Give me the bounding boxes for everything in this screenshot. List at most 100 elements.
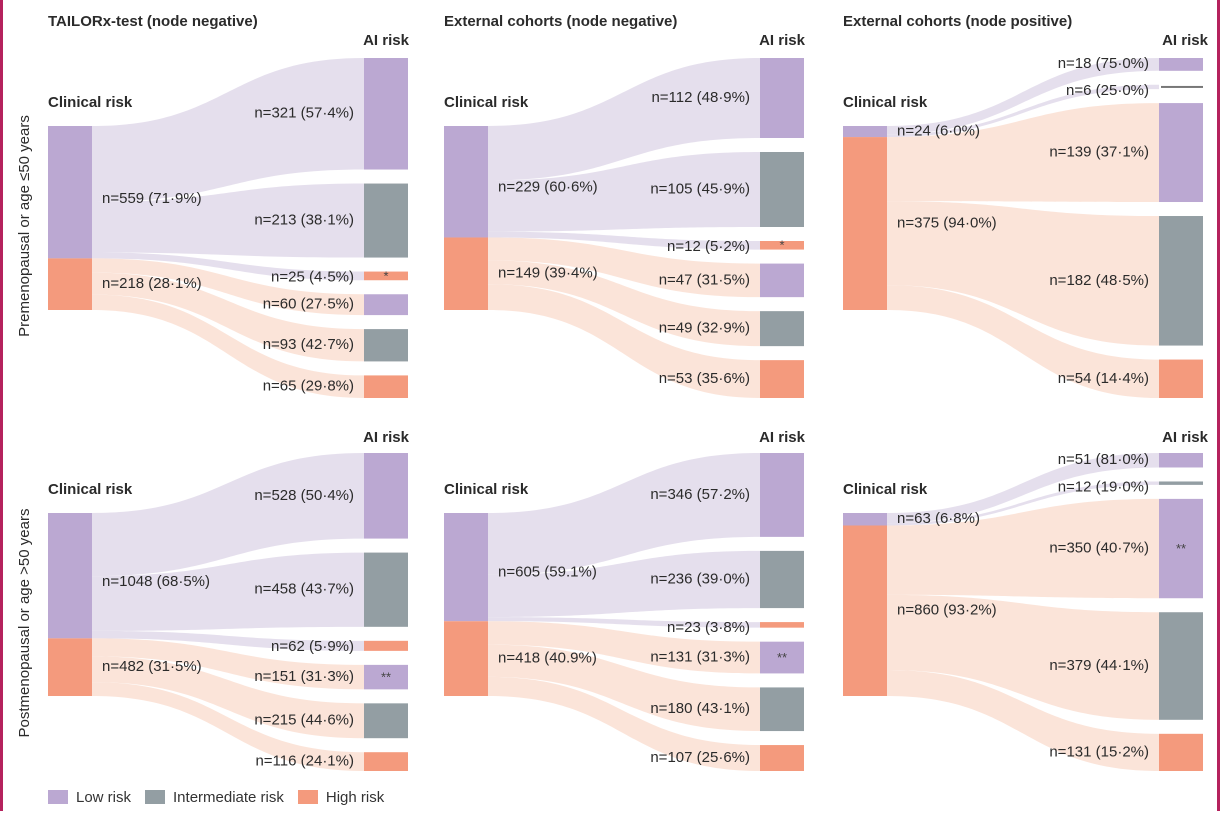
panel-6-flow-label-low-to-intermediate: n=12 (19·0%): [1058, 478, 1149, 495]
panel-1-clinical-label-high: n=218 (28·1%): [102, 275, 202, 292]
panel-5-flow-label-high-to-intermediate: n=180 (43·1%): [650, 700, 750, 717]
panel-4-flow-label-low-to-high: n=62 (5·9%): [271, 638, 354, 655]
panel-5-flow-low-to-low: [488, 453, 760, 575]
panel-5-flow-label-low-to-low: n=346 (57·2%): [650, 486, 750, 503]
panel-2-flow-label-low-to-low: n=112 (48·9%): [651, 89, 750, 106]
panel-5-clinical-bar-low: [444, 513, 488, 622]
panel-6-ai-bar-high-to-low: [1159, 498, 1203, 599]
panel-6-clinical-bar-low: [843, 513, 887, 526]
panel-6-flow-high-to-low: [887, 498, 1159, 599]
panel-1-flow-low-to-high: [92, 252, 364, 281]
panel-4-flow-label-low-to-intermediate: n=458 (43·7%): [254, 581, 354, 598]
panel-5-marker-high-to-low: **: [777, 650, 787, 665]
panel-6-clinical-label-low: n=63 (6·8%): [897, 510, 980, 527]
panel-6-flow-low-to-low: [887, 453, 1159, 524]
panel-5-flow-high-to-intermediate: [488, 644, 760, 732]
panel-3-flow-low-to-intermediate: [887, 84, 1159, 138]
panel-5-flow-label-low-to-intermediate: n=236 (39·0%): [650, 570, 750, 587]
legend-swatch-high: [297, 790, 318, 804]
panel-2-flow-label-high-to-intermediate: n=49 (32·9%): [659, 320, 750, 337]
panel-2-clinical-label-low: n=229 (60·6%): [498, 178, 598, 195]
panel-1-flow-label-high-to-low: n=60 (27·5%): [263, 296, 354, 313]
legend: Low risk Intermediate risk High risk: [48, 786, 398, 808]
panel-6-flow-label-high-to-low: n=350 (40·7%): [1049, 540, 1149, 557]
panel-2-ai-bar-high-to-low: [760, 263, 804, 298]
panel-6-ai-bar-high-to-intermediate: [1159, 612, 1203, 720]
panel-4-ai-bar-low-to-intermediate: [364, 552, 408, 627]
panel-2-flow-label-low-to-high: n=12 (5·2%): [667, 238, 750, 255]
panel-3-flow-high-to-low: [887, 103, 1159, 203]
panel-1-flow-label-low-to-intermediate: n=213 (38·1%): [254, 212, 354, 229]
legend-item-intermediate: Intermediate risk: [145, 789, 284, 806]
panel-1-flow-label-high-to-intermediate: n=93 (42·7%): [263, 336, 354, 353]
panel-6-flow-high-to-intermediate: [887, 594, 1159, 720]
panel-5-flow-low-to-intermediate: [488, 550, 760, 618]
panel-5-flow-label-high-to-high: n=107 (25·6%): [650, 749, 750, 766]
panel-1-flow-high-to-high: [92, 294, 364, 398]
panel-2-ai-bar-low-to-high: [760, 241, 804, 250]
panel-4-clinical-bar-high: [48, 638, 92, 696]
panel-3-title: External cohorts (node positive): [843, 13, 1072, 30]
left-border: [0, 0, 3, 811]
panel-3-clinical-label-high: n=375 (94·0%): [897, 215, 997, 232]
panel-4-flow-low-to-low: [92, 453, 364, 577]
panel-4-clinical-label-high: n=482 (31·5%): [102, 658, 202, 675]
panel-2-clinical-bar-high: [444, 237, 488, 310]
panel-4-flow-label-high-to-high: n=116 (24·1%): [255, 753, 354, 770]
panel-1-flow-high-to-low: [92, 258, 364, 316]
panel-4-flow-low-to-high: [92, 630, 364, 651]
panel-3-ai-risk-label: AI risk: [1162, 32, 1209, 49]
panel-3-flow-label-high-to-high: n=54 (14·4%): [1058, 370, 1149, 387]
panel-1-ai-bar-high-to-high: [364, 375, 408, 398]
panel-1-flow-low-to-intermediate: [92, 183, 364, 258]
panel-4-flow-label-low-to-low: n=528 (50·4%): [254, 487, 354, 504]
panel-5-ai-bar-low-to-high: [760, 622, 804, 628]
panel-3-flow-label-low-to-low: n=18 (75·0%): [1058, 55, 1149, 72]
panel-5-clinical-label-low: n=605 (59.1%): [498, 563, 597, 580]
panel-3-clinical-bar-high: [843, 137, 887, 310]
panel-4-ai-bar-high-to-low: [364, 664, 408, 690]
panel-4-ai-bar-high-to-intermediate: [364, 703, 408, 739]
panel-1-title: TAILORx-test (node negative): [48, 13, 258, 30]
panel-5-clinical-label-high: n=418 (40.9%): [498, 650, 597, 667]
panel-1-ai-bar-low-to-high: [364, 271, 408, 281]
row-label-postmenopausal: Postmenopausal or age >50 years: [16, 509, 33, 738]
right-border: [1217, 0, 1220, 811]
panel-2-flow-label-high-to-low: n=47 (31·5%): [659, 271, 750, 288]
panel-6-flow-label-low-to-low: n=51 (81·0%): [1058, 451, 1149, 468]
panel-5-flow-high-to-low: [488, 621, 760, 674]
panel-2-ai-bar-high-to-high: [760, 360, 804, 398]
panel-5-clinical-bar-high: [444, 621, 488, 696]
panel-1-ai-bar-low-to-intermediate: [364, 183, 408, 258]
panel-6-marker-high-to-low: **: [1176, 541, 1186, 556]
legend-swatch-intermediate: [145, 790, 166, 804]
panel-6-flow-high-to-high: [887, 670, 1159, 771]
legend-label-high: High risk: [325, 788, 385, 806]
panel-5-ai-bar-high-to-intermediate: [760, 687, 804, 732]
panel-2-flow-high-to-intermediate: [488, 260, 760, 347]
panel-2-flow-label-low-to-intermediate: n=105 (45·9%): [650, 180, 750, 197]
panel-6-ai-bar-low-to-intermediate: [1159, 481, 1203, 485]
legend-item-low: Low risk: [48, 789, 131, 806]
panel-2-ai-bar-high-to-intermediate: [760, 311, 804, 347]
panel-5-ai-bar-low-to-intermediate: [760, 550, 804, 609]
panel-6-flow-low-to-intermediate: [887, 481, 1159, 526]
panel-2-ai-risk-label: AI risk: [759, 32, 806, 49]
legend-label-low: Low risk: [76, 788, 132, 806]
panel-4-flow-label-high-to-intermediate: n=215 (44·6%): [254, 712, 354, 729]
panel-1-ai-bar-low-to-low: [364, 58, 408, 170]
panel-3-ai-bar-high-to-high: [1159, 359, 1203, 398]
panel-5-ai-bar-high-to-low: [760, 641, 804, 674]
panel-4-ai-risk-label: AI risk: [363, 429, 410, 446]
panel-2-flow-low-to-low: [488, 58, 760, 181]
row-label-premenopausal: Premenopausal or age ≤50 years: [16, 115, 33, 337]
panel-2-title: External cohorts (node negative): [444, 13, 677, 30]
legend-swatch-low: [48, 790, 68, 804]
panel-4-ai-bar-low-to-low: [364, 453, 408, 539]
panel-3-flow-high-to-high: [887, 285, 1159, 398]
panel-4-ai-bar-high-to-high: [364, 752, 408, 771]
panel-4-marker-high-to-low: **: [381, 670, 391, 685]
panel-1-ai-bar-high-to-low: [364, 294, 408, 316]
